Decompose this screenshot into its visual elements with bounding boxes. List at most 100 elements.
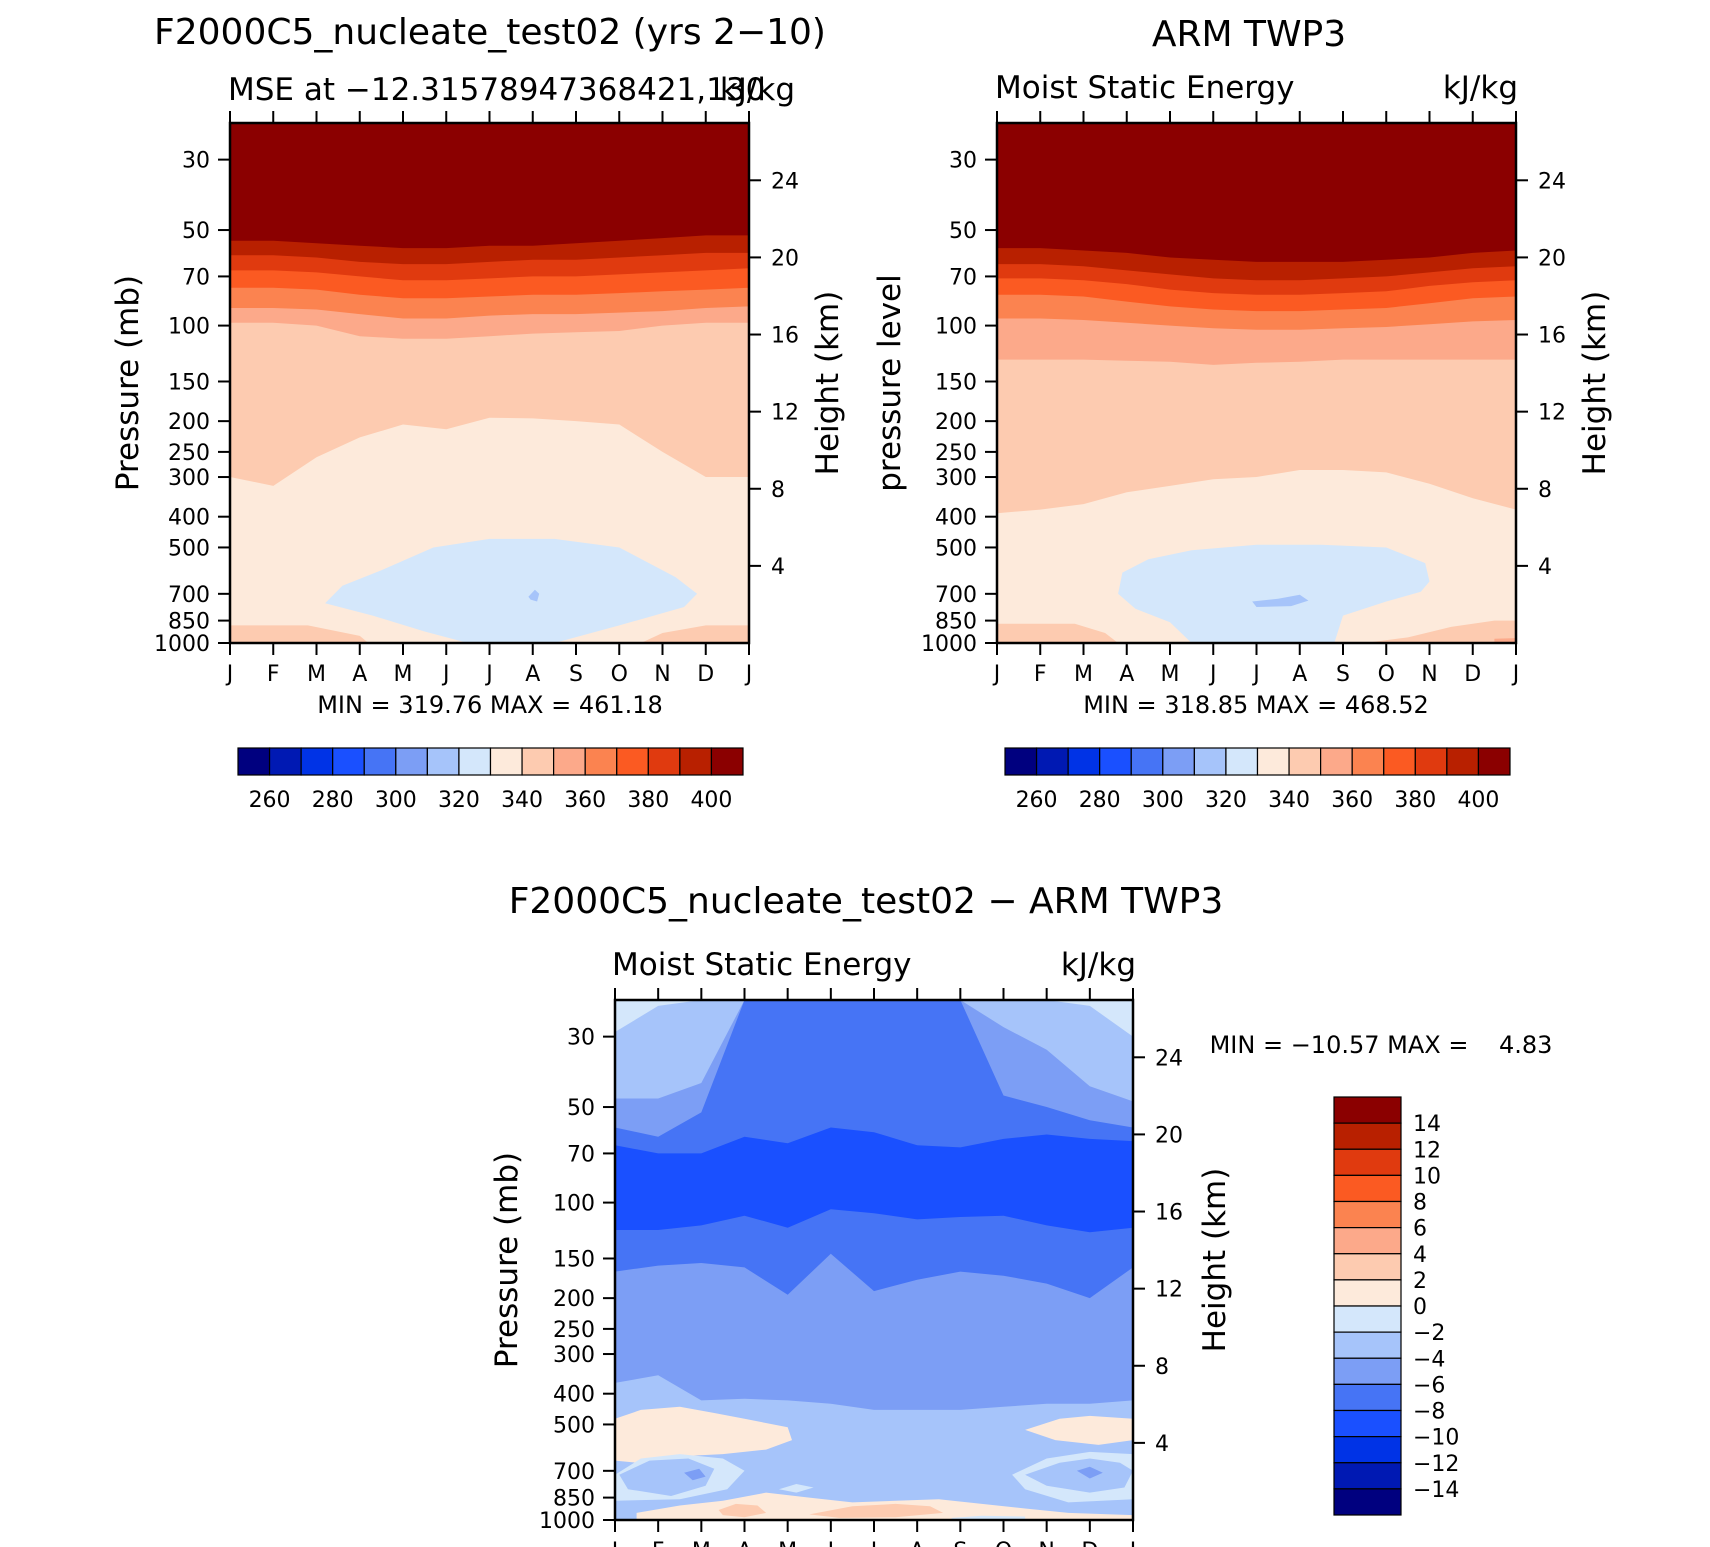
colorbar-label: 10	[1413, 1164, 1441, 1189]
y-tick-label: 300	[935, 466, 977, 491]
colorbar-label: 360	[1331, 788, 1373, 813]
y-axis-label: Pressure (mb)	[489, 1152, 525, 1368]
colorbar-swatch	[553, 747, 586, 776]
colorbar-label: 300	[1142, 788, 1184, 813]
x-tick-label: S	[953, 1539, 967, 1547]
y-tick-label: 70	[182, 265, 210, 290]
y-tick-label: 700	[553, 1460, 595, 1485]
colorbar-swatch	[1162, 747, 1195, 776]
contour-blob	[1076, 1466, 1103, 1479]
x-tick-label: D	[1081, 1539, 1098, 1547]
colorbar-swatch	[710, 747, 744, 776]
colorbar-label: 2	[1413, 1269, 1427, 1294]
colorbar-label: 340	[501, 788, 543, 813]
x-tick-label: J	[441, 662, 450, 687]
y-tick-label: 150	[168, 370, 210, 395]
colorbar-label: −10	[1413, 1426, 1459, 1451]
y-tick-label: 150	[935, 370, 977, 395]
colorbar-swatch	[616, 747, 649, 776]
colorbar-label: 0	[1413, 1295, 1427, 1320]
x-tick-label: M	[307, 662, 326, 687]
colorbar-swatch	[1333, 1488, 1402, 1516]
colorbar-label: 300	[375, 788, 417, 813]
colorbar-swatch	[1333, 1227, 1402, 1255]
colorbar-label: 400	[1457, 788, 1499, 813]
plot-area	[230, 123, 749, 643]
colorbar-swatch	[268, 747, 302, 776]
colorbar-swatch	[1067, 747, 1101, 776]
chart-model: J F M A M J J A S O N D J305070100150200250300400500…	[110, 72, 846, 813]
x-tick-label: O	[995, 1539, 1012, 1547]
colorbar-swatch	[458, 747, 492, 776]
colorbar-swatch	[1333, 1357, 1402, 1385]
colorbar-label: 280	[312, 788, 354, 813]
y-tick-label: 250	[168, 441, 210, 466]
y-right-tick-label: 8	[1155, 1355, 1169, 1380]
x-tick-label: M	[1074, 662, 1093, 687]
colorbar-swatch	[1333, 1383, 1402, 1412]
colorbar-swatch	[1446, 747, 1480, 776]
y-tick-label: 300	[168, 466, 210, 491]
colorbar-swatch	[647, 747, 681, 776]
x-tick-label: M	[778, 1539, 797, 1547]
contour-blob	[1364, 620, 1516, 643]
contour-blob	[997, 623, 1119, 643]
y-tick-label: 500	[935, 536, 977, 561]
colorbar-swatch	[489, 747, 523, 776]
panel-1-title: F2000C5_nucleate_test02 (yrs 2−10)	[154, 12, 826, 53]
y-right-tick-label: 20	[1155, 1123, 1183, 1148]
contour-blob	[640, 625, 749, 643]
y-tick-label: 200	[168, 410, 210, 435]
y-tick-label: 850	[553, 1487, 595, 1512]
y-right-tick-label: 16	[1538, 324, 1566, 349]
colorbar-label: −2	[1413, 1321, 1445, 1346]
x-tick-label: O	[1378, 662, 1395, 687]
x-tick-label: J	[484, 662, 493, 687]
y-tick-label: 50	[182, 219, 210, 244]
colorbar-swatch	[584, 747, 618, 776]
colorbar-swatch	[426, 747, 460, 776]
y-tick-label: 30	[182, 149, 210, 174]
y-tick-label: 500	[168, 536, 210, 561]
y-tick-label: 850	[935, 610, 977, 635]
contour-band	[997, 123, 1516, 262]
y-axis-label: Pressure (mb)	[110, 275, 146, 491]
x-tick-label: F	[1034, 662, 1047, 687]
x-tick-label: J	[826, 1539, 835, 1547]
y-right-tick-label: 12	[1538, 401, 1566, 426]
y-tick-label: 70	[949, 265, 977, 290]
contour-band	[615, 1000, 1133, 1137]
x-tick-label: J	[610, 1539, 619, 1547]
y-tick-label: 150	[553, 1247, 595, 1272]
y-right-tick-label: 16	[771, 324, 799, 349]
contour-blob	[528, 589, 540, 602]
contour-blob	[718, 1503, 767, 1518]
x-tick-label: J	[869, 1539, 878, 1547]
y-tick-label: 500	[553, 1413, 595, 1438]
colorbar-swatch	[1333, 1096, 1402, 1124]
x-tick-label: F	[267, 662, 280, 687]
colorbar-swatch	[1256, 747, 1290, 776]
y-tick-label: 700	[168, 583, 210, 608]
colorbar-label: 280	[1079, 788, 1121, 813]
colorbar-swatch	[1130, 747, 1164, 776]
colorbar-swatch	[1333, 1279, 1402, 1307]
x-tick-label: N	[1038, 1539, 1054, 1547]
x-tick-label: M	[1161, 662, 1180, 687]
colorbar-label: 380	[627, 788, 669, 813]
colorbar-label: 380	[1394, 788, 1436, 813]
colorbar-swatch	[332, 747, 365, 776]
y-tick-label: 400	[553, 1383, 595, 1408]
colorbar-swatch	[1414, 747, 1448, 776]
colorbar-label: −12	[1413, 1452, 1459, 1477]
contour-blob	[230, 625, 369, 643]
contour-band	[615, 1000, 1133, 1037]
colorbar-label: 12	[1413, 1138, 1441, 1163]
contour-blob	[1025, 1458, 1133, 1493]
colorbar-swatch	[237, 747, 271, 776]
colorbar: 260 280 300 320 340 360 380 400	[237, 747, 744, 813]
contour-blob	[615, 1406, 792, 1463]
chart-diff: JFMAMJJASONDJ305070100150200250300400500…	[489, 947, 1552, 1547]
colorbar-label: 260	[1016, 788, 1058, 813]
